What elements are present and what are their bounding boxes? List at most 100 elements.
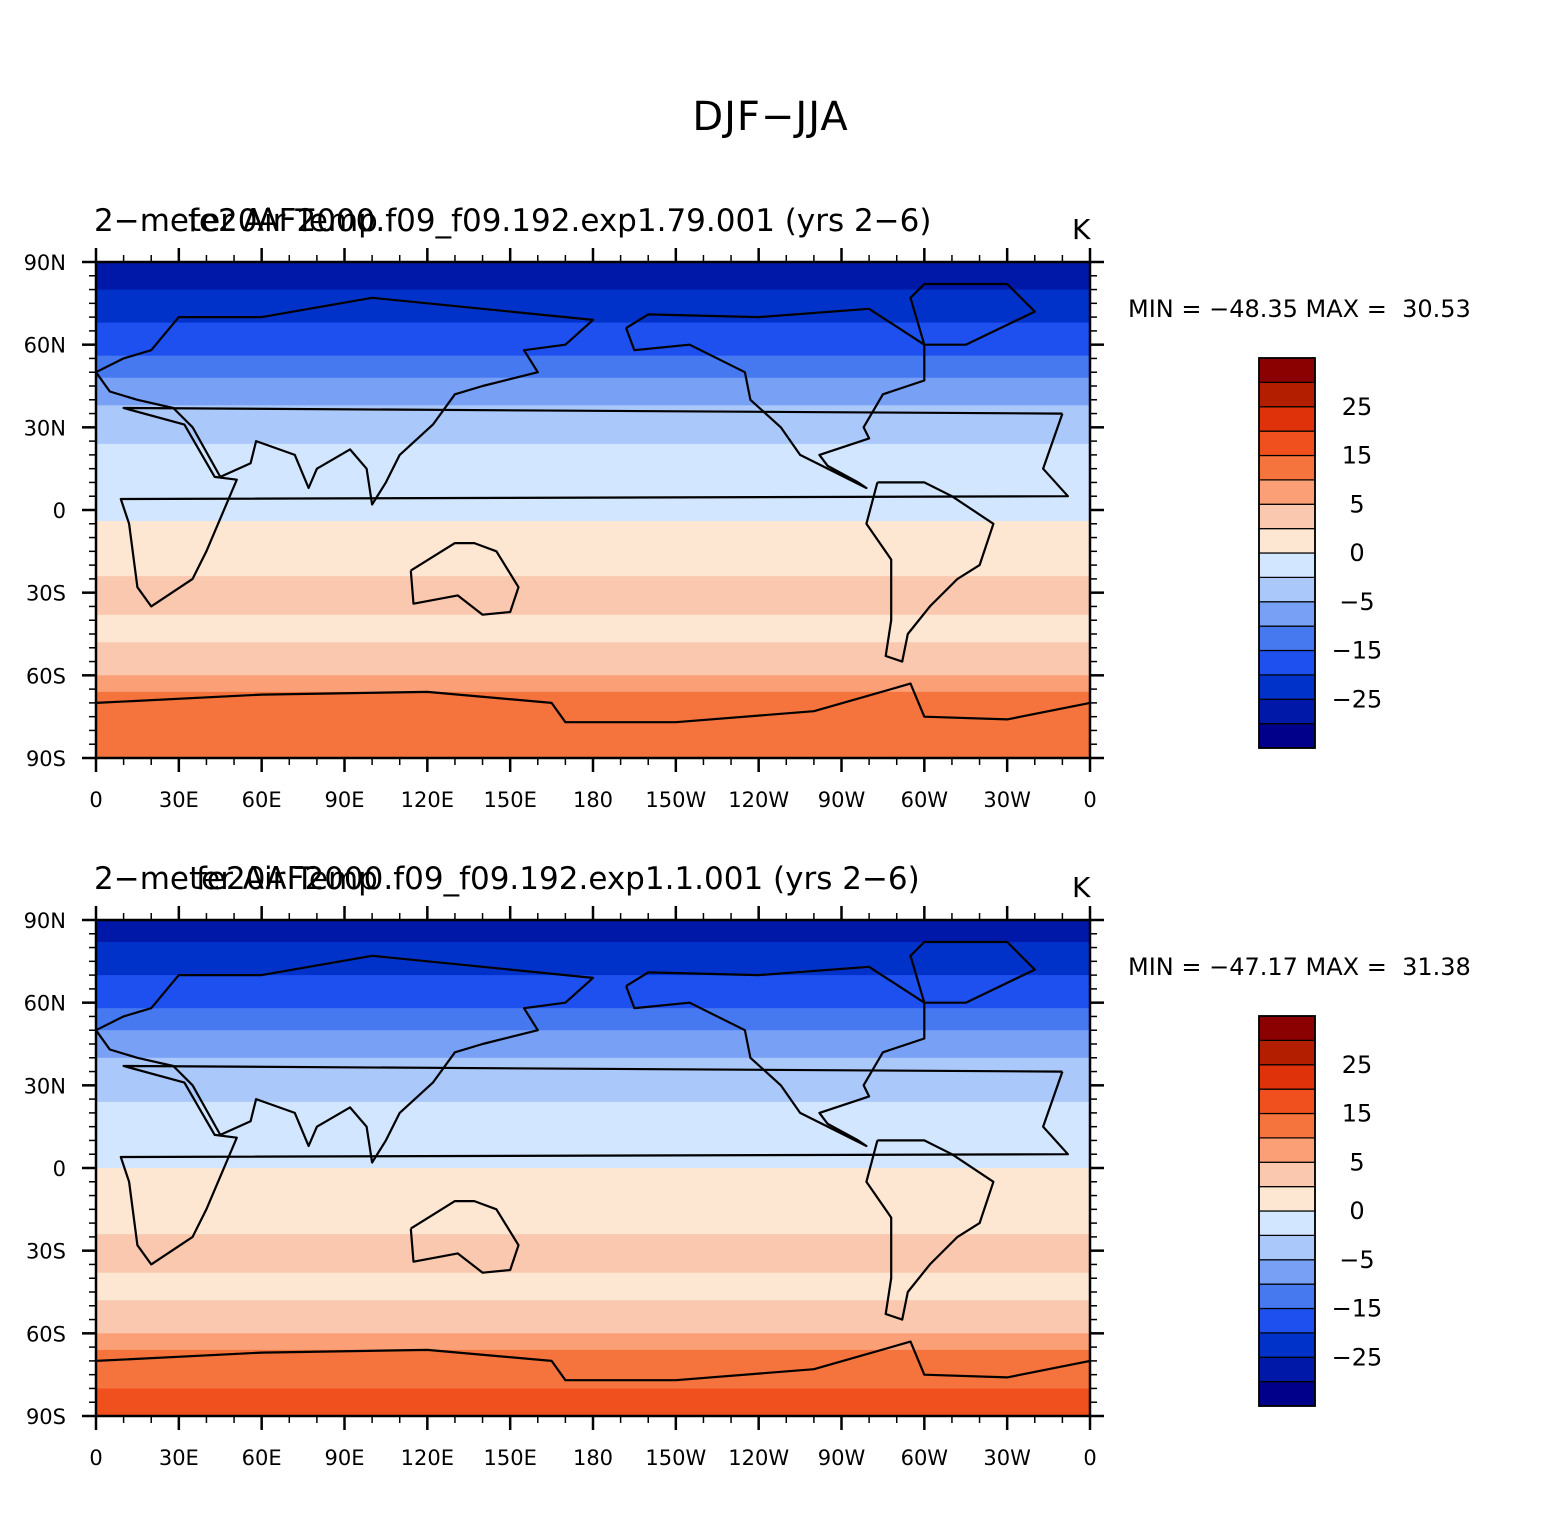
temperature-band [96,1206,1090,1213]
temperature-band [96,1399,1090,1406]
temperature-band [96,460,1090,467]
colorbar-frame [1258,357,1316,749]
colorbar-box [1258,1064,1316,1090]
temperature-band [96,1096,1090,1103]
temperature-band [96,702,1090,709]
colorbar-box [1258,1332,1316,1358]
temperature-band [96,487,1090,495]
temperature-band [96,925,1090,932]
temperature-band [96,273,1090,280]
y-tick-label: 0 [53,1157,66,1181]
temperature-band [96,592,1090,599]
temperature-band [96,1101,1090,1108]
temperature-band [96,482,1090,489]
temperature-band [96,680,1090,687]
temperature-band [96,372,1090,379]
colorbar-box [1258,503,1316,530]
colorbar-box [1258,1137,1316,1163]
x-tick-label: 150W [645,1446,706,1470]
temperature-band [96,328,1090,335]
temperature-band [96,931,1090,938]
temperature-band [96,526,1090,533]
temperature-band [96,1201,1090,1208]
colorbar-box [1258,1259,1316,1285]
temperature-band [96,300,1090,307]
temperature-band [96,1333,1090,1340]
x-tick-label: 60W [901,788,949,812]
temperature-band [96,361,1090,368]
temperature-band [96,1305,1090,1312]
temperature-band [96,1052,1090,1059]
y-tick-label: 60S [26,664,66,688]
colorbar-box [1258,1381,1316,1407]
temperature-band [96,295,1090,302]
x-tick-label: 60E [242,1446,282,1470]
temperature-band [96,350,1090,357]
temperature-band [96,1212,1090,1219]
colorbar-box [1258,1015,1316,1041]
temperature-band [96,1256,1090,1263]
colorbar-label: −5 [1339,588,1374,616]
x-tick-label: 180 [573,1446,613,1470]
colorbar-label: 15 [1342,442,1373,470]
y-tick-label: 60S [26,1322,66,1346]
temperature-band [96,920,1090,927]
colorbar-box [1258,649,1316,676]
temperature-bands [96,262,1090,759]
temperature-band [96,1223,1090,1230]
temperature-band [96,1278,1090,1285]
colorbar-box [1258,723,1316,749]
temperature-band [96,454,1090,461]
y-tick-label: 30N [24,1074,66,1098]
temperature-band [96,636,1090,643]
temperature-band [96,1184,1090,1191]
temperature-band [96,1030,1090,1037]
temperature-band [96,1140,1090,1147]
temperature-band [96,554,1090,561]
temperature-band [96,1382,1090,1390]
temperature-band [96,936,1090,943]
temperature-band [96,658,1090,665]
temperature-band [96,1168,1090,1175]
temperature-band [96,432,1090,439]
temperature-band [96,1013,1090,1020]
temperature-band [96,510,1090,517]
y-tick-label: 90S [26,747,66,771]
x-tick-label: 90E [325,788,365,812]
temperature-band [96,565,1090,572]
temperature-band [96,498,1090,506]
temperature-band [96,1283,1090,1290]
coastline [119,1064,1069,1266]
colorbar-box [1258,381,1316,408]
temperature-band [96,1046,1090,1053]
colorbar-label: −15 [1332,637,1383,665]
temperature-band [96,1090,1090,1097]
temperature-band [96,278,1090,285]
temperature-band [96,1245,1090,1252]
x-tick-label: 90W [818,1446,866,1470]
colorbar-label: −5 [1339,1246,1374,1274]
temperature-band [96,262,1090,269]
temperature-band [96,394,1090,401]
x-tick-label: 90W [818,788,866,812]
temperature-band [96,410,1090,417]
temperature-band [96,515,1090,522]
colorbar-box [1258,698,1316,725]
temperature-band [96,1393,1090,1401]
y-tick-label: 90N [24,909,66,933]
temperature-band [96,1134,1090,1142]
temperature-band [96,1024,1090,1031]
temperature-band [96,642,1090,649]
colorbar-box [1258,1307,1316,1334]
coastline [95,682,1091,724]
temperature-band [96,609,1090,616]
temperature-band [96,476,1090,484]
colorbar-frame [1258,1015,1316,1407]
temperature-band [96,1311,1090,1318]
x-tick-label: 30W [983,1446,1031,1470]
temperature-band [96,1190,1090,1197]
temperature-band [96,1322,1090,1329]
x-tick-label: 120E [401,1446,454,1470]
temperature-band [96,1234,1090,1241]
temperature-band [96,1118,1090,1125]
